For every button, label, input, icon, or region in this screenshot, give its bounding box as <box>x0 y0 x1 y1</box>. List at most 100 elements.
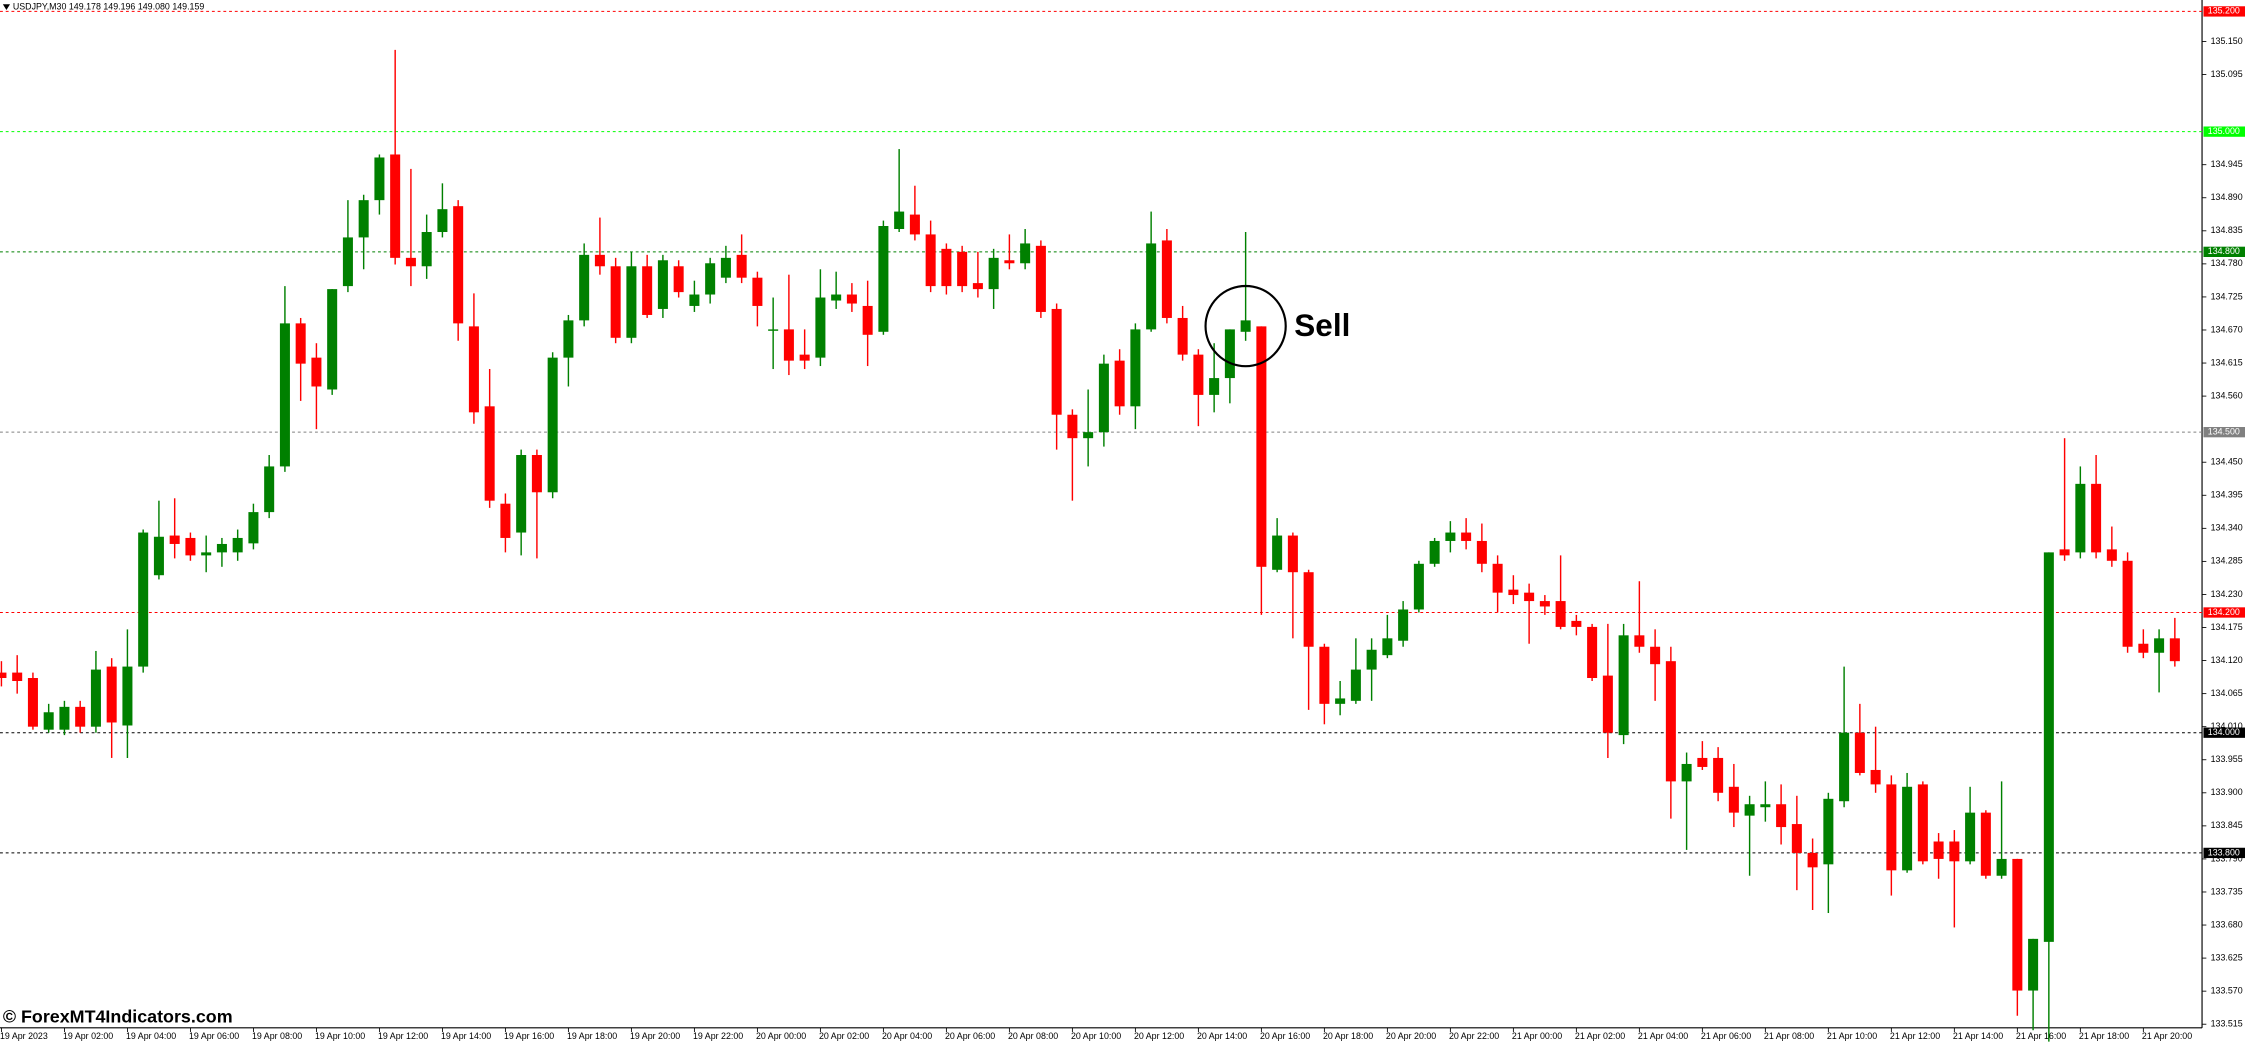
candle-body <box>1760 804 1771 808</box>
x-tick-label: 21 Apr 10:00 <box>1827 1031 1877 1041</box>
candle-body <box>783 329 794 361</box>
candle-body <box>1382 638 1393 656</box>
candle-body <box>1776 804 1787 828</box>
x-tick-label: 20 Apr 00:00 <box>756 1031 806 1041</box>
level-label-box <box>2203 607 2245 618</box>
candle-body <box>1130 329 1141 407</box>
candle-body <box>295 323 306 364</box>
candle-body <box>862 305 873 335</box>
candle-body <box>1429 540 1440 564</box>
y-tick-label: 134.450 <box>2211 457 2243 467</box>
candle-body <box>358 200 369 238</box>
y-tick-label: 134.010 <box>2211 721 2243 731</box>
candle-body <box>768 329 779 331</box>
y-tick-label: 133.515 <box>2211 1019 2243 1029</box>
candle-body <box>1445 532 1456 541</box>
candle-body <box>1193 354 1204 395</box>
candle-body <box>1823 798 1834 865</box>
candle-body <box>1650 646 1661 665</box>
x-tick-label: 21 Apr 06:00 <box>1701 1031 1751 1041</box>
level-label: 134.500 <box>2208 427 2240 437</box>
y-tick-label: 134.560 <box>2211 390 2243 400</box>
candle-body <box>2012 858 2023 991</box>
candle-body <box>327 289 338 390</box>
candle-body <box>1287 535 1298 573</box>
candle-body <box>1965 812 1976 862</box>
y-tick-label: 133.790 <box>2211 853 2243 863</box>
candle-body <box>642 266 653 315</box>
candle-body <box>500 503 511 538</box>
x-tick-label: 20 Apr 04:00 <box>882 1031 932 1041</box>
candle-body <box>342 237 353 287</box>
candle-body <box>232 537 243 553</box>
candle-body <box>468 326 479 413</box>
candle-body <box>390 154 401 258</box>
candle-body <box>1571 620 1582 627</box>
y-tick-label: 133.845 <box>2211 820 2243 830</box>
candle-body <box>453 206 464 324</box>
candle-body <box>27 678 38 727</box>
y-tick-label: 134.175 <box>2211 622 2243 632</box>
candle-body <box>1807 852 1818 868</box>
level-label: 133.800 <box>2208 847 2240 857</box>
candle-body <box>657 260 668 309</box>
candle-body <box>2043 552 2054 942</box>
x-tick-label: 21 Apr 16:00 <box>2016 1031 2066 1041</box>
level-label-box <box>2203 727 2245 738</box>
y-tick-label: 133.680 <box>2211 919 2243 929</box>
candle-body <box>169 535 180 544</box>
x-tick-label: 20 Apr 12:00 <box>1134 1031 1184 1041</box>
x-tick-label: 21 Apr 18:00 <box>2079 1031 2129 1041</box>
candle-body <box>1917 784 1928 862</box>
candle-body <box>264 466 275 513</box>
candle-body <box>516 455 527 533</box>
candle-body <box>2028 938 2039 991</box>
x-tick-label: 21 Apr 14:00 <box>1953 1031 2003 1041</box>
candle-body <box>405 257 416 267</box>
candle-body <box>1146 243 1157 330</box>
candle-body <box>957 251 968 287</box>
candle-body <box>988 257 999 290</box>
level-label: 135.000 <box>2208 126 2240 136</box>
x-tick-label: 19 Apr 04:00 <box>126 1031 176 1041</box>
y-tick-label: 134.725 <box>2211 291 2243 301</box>
y-tick-label: 134.670 <box>2211 324 2243 334</box>
candle-body <box>1949 841 1960 862</box>
x-tick-label: 20 Apr 06:00 <box>945 1031 995 1041</box>
candle-body <box>752 277 763 306</box>
candle-body <box>1870 769 1881 785</box>
signal-label: Sell <box>1294 307 1350 343</box>
candle-body <box>90 669 101 727</box>
candle-body <box>720 257 731 278</box>
x-tick-label: 20 Apr 02:00 <box>819 1031 869 1041</box>
x-tick-label: 19 Apr 06:00 <box>189 1031 239 1041</box>
y-tick-label: 134.230 <box>2211 589 2243 599</box>
level-label-box <box>2203 246 2245 257</box>
candle-body <box>941 248 952 287</box>
candle-body <box>43 712 54 730</box>
y-tick-label: 134.890 <box>2211 192 2243 202</box>
candle-body <box>311 357 322 387</box>
candle-body <box>1114 360 1125 407</box>
candle-body <box>1303 572 1314 647</box>
level-label-box <box>2203 126 2245 137</box>
candle-body <box>594 254 605 267</box>
x-tick-label: 19 Apr 22:00 <box>693 1031 743 1041</box>
candle-body <box>1980 812 1991 876</box>
candle-body <box>610 266 621 338</box>
x-tick-label: 20 Apr 22:00 <box>1449 1031 1499 1041</box>
candle-body <box>2059 549 2070 556</box>
candle-body <box>1398 609 1409 641</box>
candle-body <box>579 254 590 321</box>
x-tick-label: 21 Apr 00:00 <box>1512 1031 1562 1041</box>
candle-body <box>1366 649 1377 670</box>
candle-body <box>626 266 637 338</box>
x-tick-label: 21 Apr 20:00 <box>2142 1031 2192 1041</box>
candle-body <box>2154 638 2165 653</box>
x-tick-label: 21 Apr 04:00 <box>1638 1031 1688 1041</box>
candle-body <box>1098 363 1109 433</box>
candle-body <box>138 532 149 667</box>
candle-body <box>1665 661 1676 782</box>
y-tick-label: 134.340 <box>2211 523 2243 533</box>
